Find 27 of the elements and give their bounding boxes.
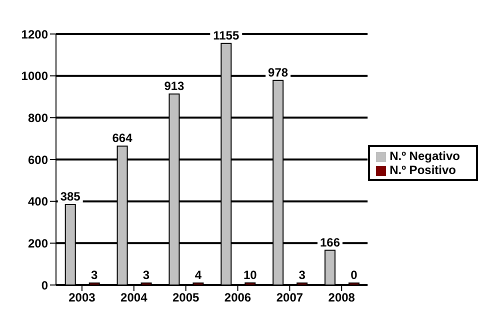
y-tick-label: 400 — [28, 194, 48, 209]
data-label: 3 — [142, 268, 150, 282]
y-tick-label: 800 — [28, 110, 48, 125]
x-tick-label: 2007 — [276, 290, 304, 305]
data-label: 978 — [268, 65, 288, 80]
y-tick-label: 1000 — [21, 69, 48, 84]
data-label: 10 — [243, 268, 258, 282]
y-tick-label: 0 — [41, 278, 48, 292]
data-label: 0 — [350, 268, 358, 282]
y-tick-label: 600 — [28, 152, 48, 167]
legend-label: N.º Positivo — [390, 163, 456, 177]
data-label: 385 — [60, 189, 81, 204]
data-label: 3 — [298, 268, 306, 282]
x-tick-label: 2004 — [120, 290, 148, 305]
legend-label: N.º Negativo — [390, 149, 460, 163]
x-tick-label: 2008 — [328, 290, 356, 305]
x-tick-label: 2006 — [224, 290, 252, 305]
data-label: 4 — [194, 268, 202, 282]
y-tick-label: 200 — [28, 236, 48, 250]
x-tick-label: 2005 — [172, 290, 200, 305]
data-label: 166 — [320, 235, 340, 250]
x-tick-label: 2003 — [68, 290, 96, 305]
data-label: 1155 — [213, 28, 240, 42]
data-label: 664 — [112, 131, 133, 146]
y-tick-label: 1200 — [21, 27, 48, 42]
data-label: 3 — [91, 268, 98, 282]
data-label: 913 — [164, 79, 185, 94]
